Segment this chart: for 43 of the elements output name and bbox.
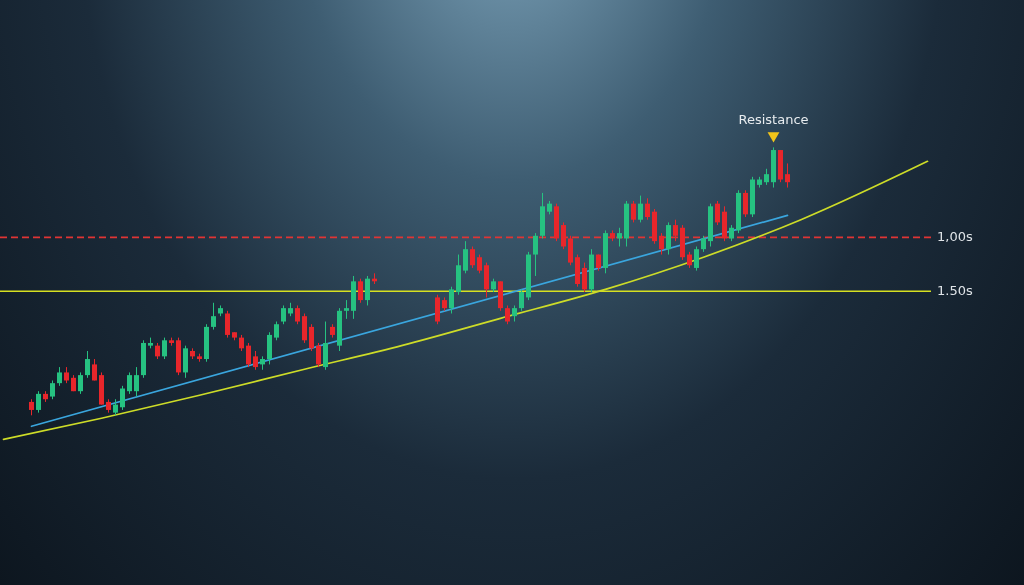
candlestick	[309, 323, 314, 352]
ref-line-label: 1,00s	[937, 229, 973, 245]
candlestick	[253, 350, 258, 371]
candlestick	[246, 342, 251, 368]
candlestick	[743, 189, 748, 218]
candlestick	[631, 200, 636, 223]
candlestick	[358, 278, 363, 304]
candlestick	[274, 321, 279, 341]
candlestick	[533, 232, 538, 277]
candlestick	[344, 299, 349, 320]
candlestick	[50, 379, 55, 400]
candlestick	[162, 337, 167, 360]
candlestick	[785, 162, 790, 189]
candlestick	[659, 232, 664, 256]
candlestick	[582, 262, 587, 293]
candlestick	[561, 221, 566, 250]
candlestick	[281, 304, 286, 325]
candlestick	[645, 197, 650, 221]
candlestick	[85, 350, 90, 379]
ref-line-label: 1.50s	[937, 283, 973, 299]
candlestick	[57, 366, 62, 387]
candlestick	[715, 200, 720, 226]
candlestick	[617, 227, 622, 248]
candlestick	[36, 390, 41, 414]
candlestick	[225, 310, 230, 339]
candlestick	[365, 275, 370, 306]
candlestick	[120, 385, 125, 411]
candlestick	[134, 366, 139, 398]
text: Resistance	[738, 112, 809, 128]
candlestick	[211, 302, 216, 331]
candlestick	[505, 304, 510, 325]
candlestick	[638, 195, 643, 223]
candlestick	[673, 219, 678, 242]
candlestick	[463, 240, 468, 274]
candlestick	[470, 246, 475, 269]
candlestick	[78, 371, 83, 395]
candlestick	[519, 288, 524, 312]
candlestick	[449, 286, 454, 314]
candlestick	[477, 254, 482, 274]
candlestick	[127, 371, 132, 395]
candlestick	[316, 342, 321, 368]
candlestick	[295, 304, 300, 325]
candlestick	[694, 246, 699, 272]
